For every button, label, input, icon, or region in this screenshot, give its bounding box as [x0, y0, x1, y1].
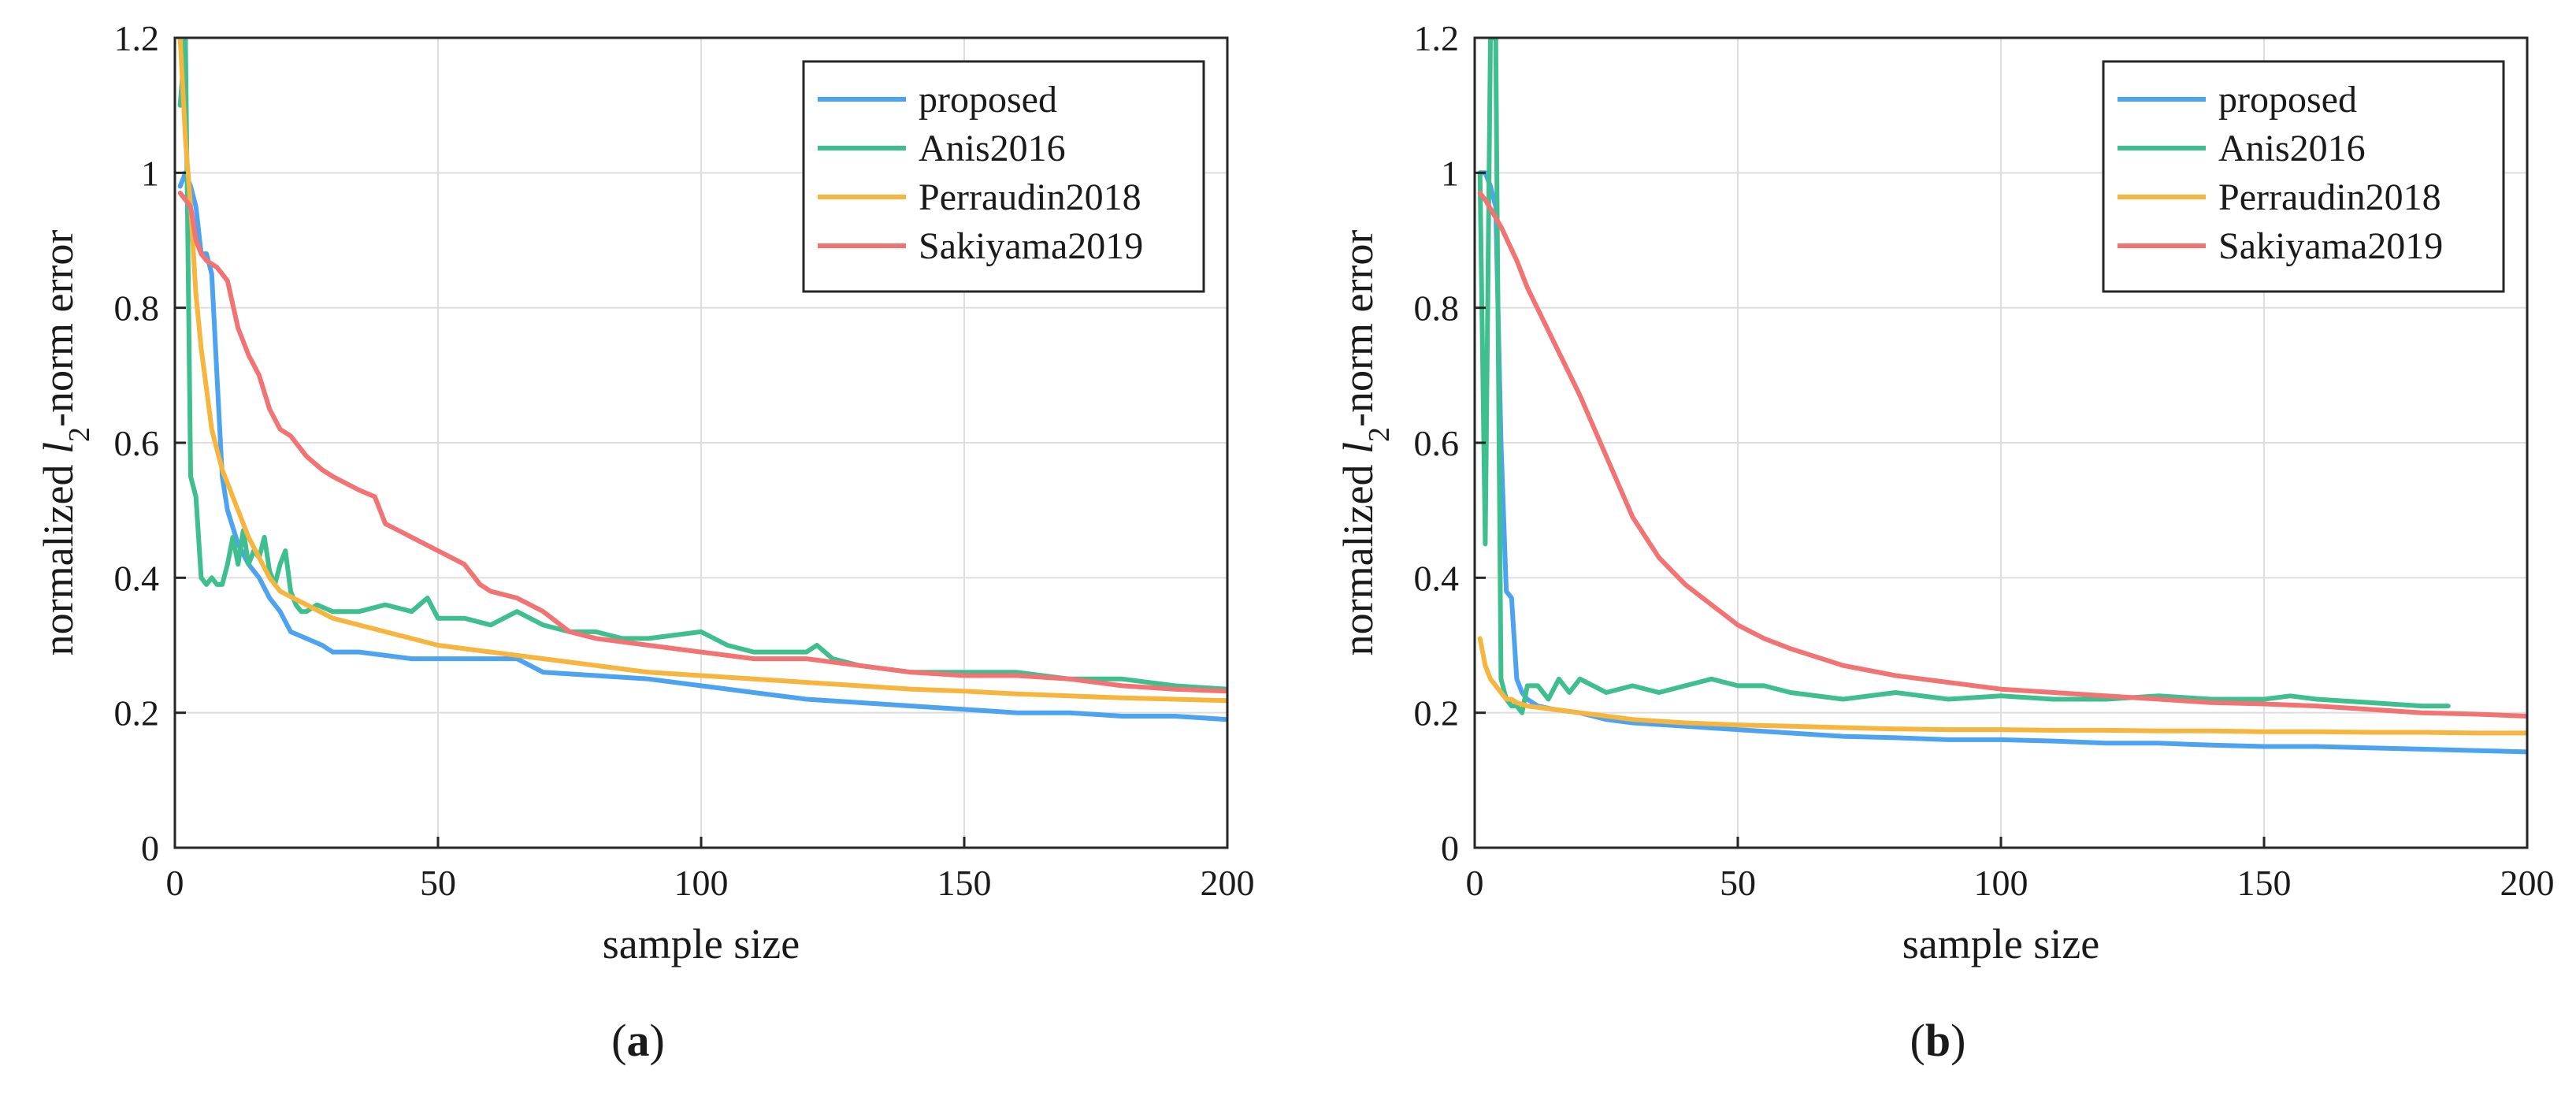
x-tick-label: 100 — [1974, 863, 2029, 903]
y-tick-labels: 0 0.2 0.4 0.6 0.8 1 1.2 — [1414, 18, 1486, 868]
legend: proposed Anis2016 Perraudin2018 Sakiyama201… — [802, 60, 1205, 293]
series-line-anis2016 — [1477, 38, 2451, 715]
series-line-perraudin2018 — [1477, 636, 2527, 736]
y-axis-label-prefix: normalized — [1334, 454, 1382, 655]
y-axis-label-variable: l — [35, 442, 82, 454]
chart-panel-a: 0 50 100 150 200 0 0.2 0.4 0.6 0.8 1 1.2 sample si… — [35, 18, 1255, 1066]
chart-panel-b: 0 50 100 150 200 0 0.2 0.4 0.6 0.8 1 1.2 sample si… — [1334, 18, 2555, 1066]
panel-paren-close: ) — [650, 1015, 665, 1066]
series-line-sakiyama2019 — [177, 191, 1227, 694]
legend-label-proposed: proposed — [2218, 79, 2357, 121]
legend-label-proposed: proposed — [919, 79, 1057, 121]
y-tick-label: 0.4 — [114, 558, 160, 598]
y-axis-label-suffix: -norm error — [1334, 230, 1382, 427]
legend: proposed Anis2016 Perraudin2018 Sakiyama201… — [2102, 60, 2505, 293]
panel-paren-open: ( — [1910, 1015, 1925, 1066]
x-tick-label: 0 — [166, 863, 184, 903]
y-axis-label-subscript: 2 — [63, 427, 96, 442]
series-lines — [1477, 38, 2527, 755]
panel-label: (a) — [611, 1015, 665, 1066]
x-tick-label: 150 — [2237, 863, 2292, 903]
y-tick-label: 1 — [141, 153, 159, 193]
legend-label-anis2016: Anis2016 — [919, 128, 1066, 169]
legend-label-sakiyama2019: Sakiyama2019 — [2218, 225, 2443, 267]
x-tick-label: 200 — [2500, 863, 2555, 903]
series-line-proposed — [1477, 170, 2527, 755]
x-axis-label: sample size — [1902, 920, 2099, 967]
panel-letter: a — [627, 1015, 650, 1066]
legend-label-anis2016: Anis2016 — [2218, 128, 2366, 169]
y-tick-label: 1 — [1441, 153, 1459, 193]
x-tick-labels: 0 50 100 150 200 — [166, 837, 1255, 903]
y-tick-label: 0.8 — [114, 288, 160, 329]
x-tick-label: 100 — [674, 863, 729, 903]
y-axis-label-prefix: normalized — [35, 454, 82, 655]
y-tick-label: 0 — [1441, 828, 1459, 868]
y-tick-label: 0.2 — [114, 693, 160, 733]
series-line-perraudin2018 — [177, 38, 1227, 704]
series-lines — [177, 38, 1227, 722]
y-axis-label-subscript: 2 — [1363, 427, 1396, 442]
y-tick-label: 0.8 — [1414, 288, 1460, 329]
y-axis-label-variable: l — [1334, 442, 1382, 454]
series-line-proposed — [177, 170, 1227, 722]
y-tick-label: 0.6 — [114, 423, 160, 463]
y-tick-label: 1.2 — [114, 18, 160, 58]
x-tick-label: 150 — [937, 863, 992, 903]
y-axis-label: normalized l2-norm error — [35, 230, 96, 656]
y-tick-label: 0.6 — [1414, 423, 1460, 463]
series-line-sakiyama2019 — [1477, 191, 2527, 719]
x-axis-label: sample size — [603, 920, 800, 967]
legend-label-perraudin2018: Perraudin2018 — [2218, 176, 2441, 218]
panel-label: (b) — [1910, 1015, 1966, 1066]
panel-paren-close: ) — [1951, 1015, 1965, 1066]
x-tick-label: 200 — [1201, 863, 1255, 903]
y-tick-label: 0 — [141, 828, 159, 868]
x-tick-labels: 0 50 100 150 200 — [1466, 837, 2555, 903]
legend-label-perraudin2018: Perraudin2018 — [919, 176, 1141, 218]
y-tick-labels: 0 0.2 0.4 0.6 0.8 1 1.2 — [114, 18, 186, 868]
x-tick-label: 50 — [1720, 863, 1756, 903]
y-axis-label-suffix: -norm error — [35, 230, 82, 427]
series-line-anis2016 — [177, 38, 1227, 692]
y-tick-label: 1.2 — [1414, 18, 1460, 58]
x-tick-label: 50 — [420, 863, 456, 903]
legend-label-sakiyama2019: Sakiyama2019 — [919, 225, 1143, 267]
y-tick-label: 0.2 — [1414, 693, 1460, 733]
panel-letter: b — [1925, 1015, 1951, 1066]
y-tick-label: 0.4 — [1414, 558, 1460, 598]
x-tick-label: 0 — [1466, 863, 1484, 903]
y-axis-label: normalized l2-norm error — [1334, 230, 1396, 656]
panel-paren-open: ( — [611, 1015, 626, 1066]
